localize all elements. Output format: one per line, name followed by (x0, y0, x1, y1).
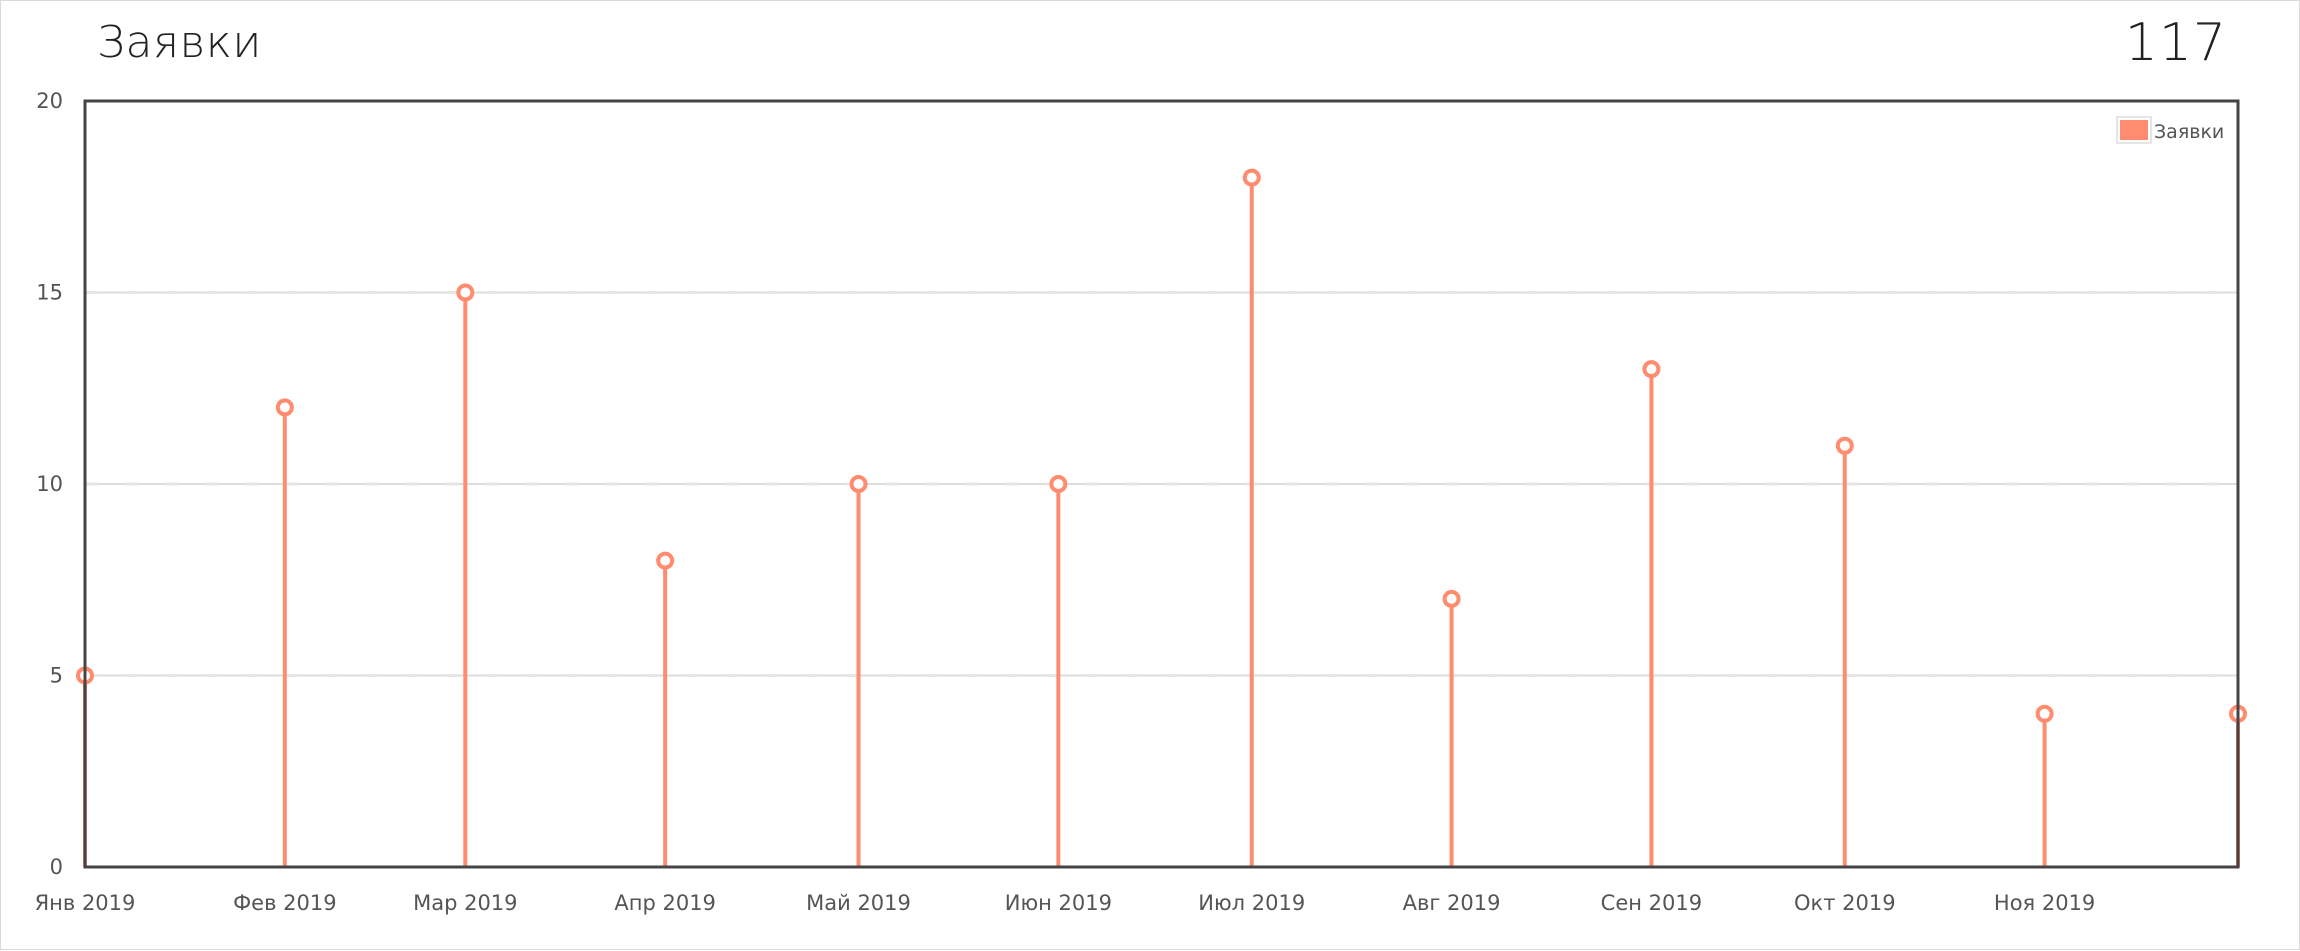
legend-swatch (2120, 120, 2148, 140)
x-tick-label: Фев 2019 (233, 891, 337, 915)
data-point[interactable] (456, 283, 475, 302)
data-point[interactable] (2035, 704, 2054, 723)
y-tick-label: 20 (36, 89, 63, 113)
y-tick-label: 10 (36, 472, 63, 496)
y-tick-label: 15 (36, 281, 63, 305)
legend[interactable]: Заявки (2116, 116, 2224, 144)
y-tick-label: 0 (50, 855, 63, 879)
x-tick-label: Апр 2019 (614, 891, 716, 915)
x-tick-label: Май 2019 (806, 891, 911, 915)
total-count: 117 (2124, 13, 2227, 73)
x-tick-label: Июн 2019 (1005, 891, 1112, 915)
chart-title: Заявки (97, 17, 262, 68)
x-tick-label: Мар 2019 (413, 891, 517, 915)
x-axis-ticks: Янв 2019 Фев 2019 Мар 2019 Апр 2019 Май 2019… (35, 891, 2096, 915)
grid-lines (85, 291, 2238, 677)
x-tick-label: Сен 2019 (1601, 891, 1702, 915)
x-tick-label: Янв 2019 (35, 891, 136, 915)
series-zayavki (76, 168, 2247, 867)
x-tick-label: Июл 2019 (1198, 891, 1305, 915)
data-point[interactable] (1242, 168, 1261, 187)
data-point[interactable] (656, 551, 675, 570)
x-tick-label: Авг 2019 (1403, 891, 1501, 915)
data-point[interactable] (1442, 589, 1461, 608)
data-point[interactable] (849, 475, 868, 493)
legend-label: Заявки (2154, 121, 2224, 143)
y-axis-ticks: 0 5 10 15 20 (36, 89, 63, 879)
data-point[interactable] (1642, 360, 1661, 379)
x-tick-label: Окт 2019 (1794, 891, 1896, 915)
plot-frame (83, 99, 2240, 869)
x-tick-label: Ноя 2019 (1994, 891, 2095, 915)
data-point[interactable] (275, 398, 294, 417)
y-tick-label: 5 (50, 664, 63, 688)
data-point[interactable] (1049, 475, 1068, 493)
data-point[interactable] (1835, 436, 1854, 455)
